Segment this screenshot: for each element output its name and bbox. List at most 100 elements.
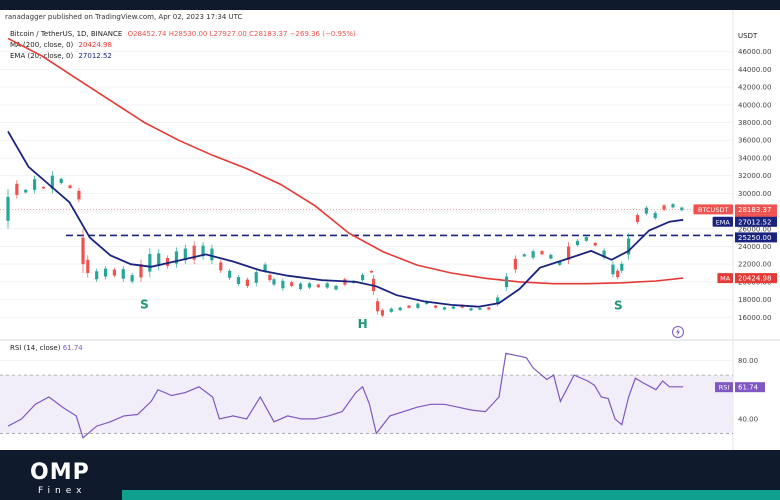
- price-tag-label: MA: [720, 275, 731, 283]
- candle-body: [59, 178, 63, 184]
- price-tick-label: 32000.00: [738, 172, 771, 180]
- rsi-tag-label-box: [715, 382, 733, 393]
- rsi-tick-label: 40.00: [738, 415, 758, 423]
- candle-body: [496, 297, 500, 305]
- candle-body: [434, 305, 438, 308]
- price-tick-label: 26000.00: [738, 225, 771, 233]
- candle-body: [575, 240, 580, 246]
- rsi-line: [7, 352, 684, 439]
- candle-body: [228, 270, 232, 278]
- candle-body: [41, 186, 46, 189]
- ma-legend[interactable]: MA (200, close, 0) 20424.98: [10, 41, 112, 49]
- ohlc-values: O28452.74 H28530.00 L27927.00 C28183.37 …: [127, 30, 356, 38]
- candle-body: [584, 237, 588, 241]
- symbol-title: Bitcoin / TetherUS, 1D, BINANCE: [10, 30, 123, 38]
- candle-body: [68, 185, 72, 189]
- candle-body: [442, 307, 447, 310]
- candle-body: [24, 189, 28, 193]
- ma-label: MA (200, close, 0): [10, 41, 74, 49]
- price-tick-label: 18000.00: [738, 296, 771, 304]
- candle-body: [627, 238, 631, 255]
- candle-body: [531, 251, 535, 258]
- candle-body: [671, 204, 675, 208]
- candle-body: [254, 272, 258, 283]
- rsi-tag-label: RSI: [719, 384, 730, 392]
- candle-body: [103, 268, 108, 277]
- lightning-bolt: [676, 328, 680, 336]
- pattern-label: S: [140, 297, 149, 311]
- candle-body: [389, 308, 393, 312]
- candle-body: [620, 263, 624, 271]
- price-tag-value: 25250.00: [738, 234, 771, 242]
- price-tick-label: 42000.00: [738, 84, 771, 92]
- candle-body: [219, 262, 223, 271]
- candle-body: [174, 251, 179, 264]
- candle-body: [635, 215, 640, 223]
- ma-200-line: [7, 37, 684, 285]
- candle-body: [611, 264, 615, 275]
- candle-body: [398, 307, 402, 311]
- candle-body: [416, 303, 420, 308]
- price-tag-value: 28183.37: [738, 206, 771, 214]
- price-tag-box: [735, 273, 777, 284]
- candle-body: [504, 276, 509, 288]
- price-tag-label: EMA: [716, 218, 731, 226]
- candle-body: [662, 205, 666, 210]
- price-tick-label: 46000.00: [738, 48, 771, 56]
- candle-body: [558, 261, 562, 265]
- candle-body: [644, 207, 648, 214]
- candle-body: [112, 269, 116, 276]
- symbol-legend[interactable]: Bitcoin / TetherUS, 1D, BINANCE O28452.7…: [10, 30, 356, 38]
- candle-body: [407, 305, 411, 308]
- price-tick-label: 34000.00: [738, 154, 771, 162]
- publisher-header: ranadagger published on TradingView.com,…: [5, 13, 243, 21]
- candle-body: [32, 179, 37, 190]
- candle-body: [81, 237, 85, 265]
- candle-body: [567, 246, 571, 260]
- candle-body: [478, 308, 482, 310]
- footer-accent-strip: [122, 490, 780, 500]
- candle-body: [593, 242, 597, 246]
- candle-body: [192, 245, 196, 260]
- rsi-legend[interactable]: RSI (14, close) 61.74: [10, 344, 83, 352]
- price-tag-box: [735, 216, 777, 227]
- price-tag-label: BTCUSDT: [698, 206, 728, 214]
- candle-body: [130, 275, 134, 282]
- rsi-tag-box: [735, 382, 765, 393]
- candle-body: [602, 250, 606, 258]
- ema-value: 27012.52: [78, 52, 112, 60]
- candle-body: [425, 301, 429, 305]
- rsi-tick-label: 80.00: [738, 357, 758, 365]
- pattern-label: H: [358, 317, 368, 331]
- pattern-label: S: [614, 298, 623, 312]
- chart-canvas[interactable]: USDT16000.0018000.0020000.0022000.002400…: [0, 0, 780, 450]
- candle-body: [148, 254, 152, 272]
- brand-logo: OMP: [30, 460, 90, 485]
- price-tick-label: 22000.00: [738, 261, 771, 269]
- candle-body: [680, 207, 684, 211]
- price-tick-label: 38000.00: [738, 119, 771, 127]
- candle-body: [77, 190, 81, 200]
- candle-body: [157, 253, 161, 267]
- rsi-band: [0, 375, 733, 434]
- candle-body: [380, 310, 385, 316]
- candle-body: [376, 301, 380, 312]
- candle-body: [361, 274, 365, 281]
- price-tick-label: 16000.00: [738, 314, 771, 322]
- candle-body: [139, 264, 143, 278]
- candle-body: [540, 251, 544, 255]
- candle-body: [245, 279, 249, 286]
- lightning-icon: [672, 326, 684, 338]
- candle-body: [316, 284, 320, 288]
- candle-body: [487, 307, 491, 310]
- rsi-value: 61.74: [62, 344, 83, 352]
- candle-body: [469, 308, 473, 311]
- price-tick-label: 44000.00: [738, 66, 771, 74]
- price-tick-label: 24000.00: [738, 243, 771, 251]
- candle-body: [15, 183, 19, 195]
- candle-body: [50, 175, 54, 189]
- ema-20-line: [7, 130, 684, 308]
- candle-body: [325, 283, 329, 288]
- candle-body: [334, 285, 338, 290]
- price-tick-label: 36000.00: [738, 137, 771, 145]
